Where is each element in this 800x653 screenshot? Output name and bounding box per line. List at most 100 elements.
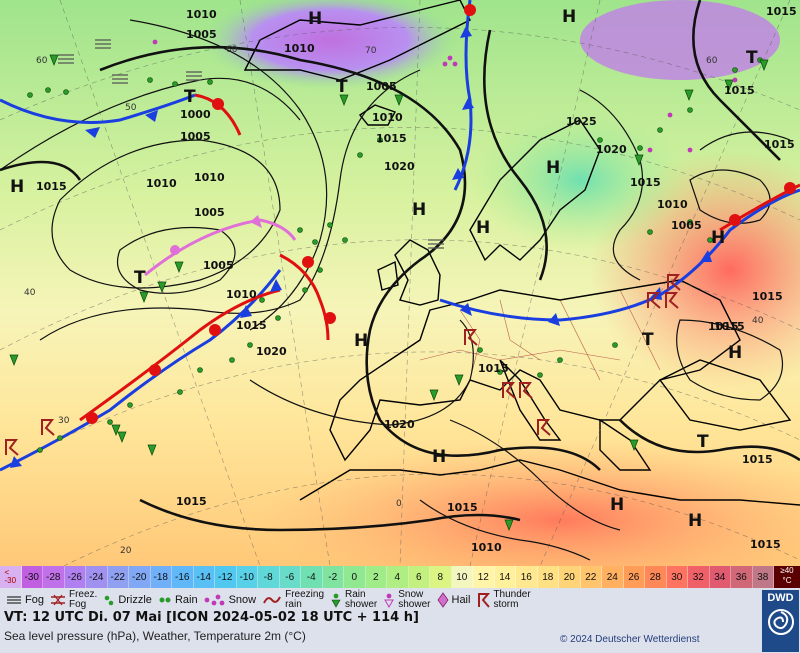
scale-cell: 8 <box>430 566 452 588</box>
pressure-label: 1015 <box>36 180 67 193</box>
rain-symbol <box>197 367 203 373</box>
rain-shower-symbol <box>429 389 439 401</box>
ireland-coast <box>377 260 399 291</box>
thunderstorm-symbol <box>537 419 551 436</box>
thunderstorm-symbol <box>665 292 679 309</box>
legend-thunderstorm-label: Thunder storm <box>493 589 531 610</box>
legend-drizzle: Drizzle <box>97 593 152 607</box>
grid-label: 40 <box>24 288 36 298</box>
britain-coast <box>394 239 441 306</box>
rain-shower-symbol <box>111 424 121 436</box>
rain-symbol <box>477 347 483 353</box>
fog-symbol <box>112 74 128 84</box>
low-center: T <box>642 330 654 350</box>
freezing-rain-icon <box>263 596 281 604</box>
scale-low-label: < -30 <box>0 566 22 588</box>
isobar-3 <box>116 226 236 294</box>
cold-front-pip <box>548 313 560 326</box>
rain-symbol <box>207 79 213 85</box>
grid-label: 70 <box>365 46 377 56</box>
pressure-label: 1010 <box>372 111 403 124</box>
fog-icon <box>7 596 21 604</box>
rain-shower-symbol <box>759 59 769 71</box>
rain-symbol <box>612 342 618 348</box>
rain-symbol <box>177 389 183 395</box>
low-center: T <box>134 268 146 288</box>
border-e <box>419 349 621 361</box>
grid-label: 60 <box>706 56 718 66</box>
rain-shower-symbol <box>339 94 349 106</box>
thunderstorm-icon <box>478 593 491 608</box>
rain-symbol <box>377 137 383 143</box>
isobar-1015-a <box>99 45 601 471</box>
occlusion-pip <box>170 245 180 255</box>
pressure-labels: 1010 1005 1010 1000 1005 1010 1010 1015 … <box>36 5 797 554</box>
rain-shower-symbol <box>684 89 694 101</box>
pressure-label: 1010 <box>194 171 225 184</box>
pressure-label: 1020 <box>384 418 415 431</box>
drizzle-icon <box>105 595 114 606</box>
temperature-scale: < -30 -30 -28 -26 -24 -22 -20 -18 -16 -14 -12 -10-… <box>0 566 774 588</box>
isobar-5 <box>39 69 421 341</box>
legend-freezing-fog-label: Freez. Fog <box>68 589 98 610</box>
pressure-label: 1005 <box>186 28 217 41</box>
pressure-label: 1020 <box>384 160 415 173</box>
snow-shower-icon <box>384 593 395 608</box>
europe-coast <box>329 279 741 462</box>
graticule-0 <box>399 0 421 566</box>
rain-symbol <box>357 152 363 158</box>
warm-area-north-africa <box>260 440 800 566</box>
scale-cell: 26 <box>623 566 645 588</box>
cold-front-pip <box>460 26 472 38</box>
copyright: © 2024 Deutscher Wetterdienst <box>560 634 700 645</box>
scale-cell: 32 <box>688 566 710 588</box>
snow-symbol <box>452 61 458 67</box>
isobar-11 <box>449 419 621 531</box>
cold-front-pip <box>462 98 474 110</box>
legend-snow-label: Snow <box>228 594 257 606</box>
iceland-coast <box>358 104 397 126</box>
rain-symbol <box>597 137 603 143</box>
graticule-60n <box>0 127 800 231</box>
low-center: T <box>697 432 709 452</box>
chart-description: Sea level pressure (hPa), Weather, Tempe… <box>4 629 306 643</box>
thunderstorm-symbol <box>502 382 516 399</box>
rain-symbol <box>647 229 653 235</box>
rain-shower-symbol <box>454 374 464 386</box>
grid-label: 50 <box>125 103 137 113</box>
warm-front-pip <box>212 98 224 110</box>
pressure-label: 1010 <box>657 198 688 211</box>
country-borders <box>419 289 661 381</box>
pressure-label: 1015 <box>752 290 783 303</box>
legend-hail-label: Hail <box>451 594 471 606</box>
rain-shower-symbol <box>117 431 127 443</box>
pressure-label: 1015 <box>478 362 509 375</box>
legend-rain-shower: Rain shower <box>324 590 377 610</box>
warm-front-pip <box>784 182 796 194</box>
cold-front-pip <box>145 110 158 122</box>
rain-symbol <box>27 92 33 98</box>
isobar-1015-b <box>483 29 548 281</box>
weather-map: 1010 1005 1010 1000 1005 1010 1010 1015 … <box>0 0 800 566</box>
scale-cell: 36 <box>731 566 753 588</box>
isobar-8 <box>699 131 791 151</box>
rain-shower-icon <box>331 593 341 608</box>
pressure-label: 1005 <box>180 130 211 143</box>
rain-symbol <box>497 369 503 375</box>
pressure-label: 1025 <box>566 115 597 128</box>
isobar-4 <box>0 77 301 171</box>
scale-cell: -6 <box>279 566 301 588</box>
high-center-small: H <box>711 228 725 248</box>
isobar-2 <box>51 139 281 289</box>
scale-cell: -14 <box>193 566 215 588</box>
rain-symbol <box>57 435 63 441</box>
low-center: T <box>184 87 196 107</box>
high-center: H <box>308 9 322 29</box>
legend-drizzle-label: Drizzle <box>118 594 152 606</box>
thunderstorm-symbols <box>5 274 681 456</box>
rain-symbol <box>147 77 153 83</box>
rain-symbol <box>707 237 713 243</box>
pressure-label: 1015 <box>708 320 739 333</box>
pressure-label: 1010 <box>146 177 177 190</box>
low-center: T <box>746 48 758 68</box>
